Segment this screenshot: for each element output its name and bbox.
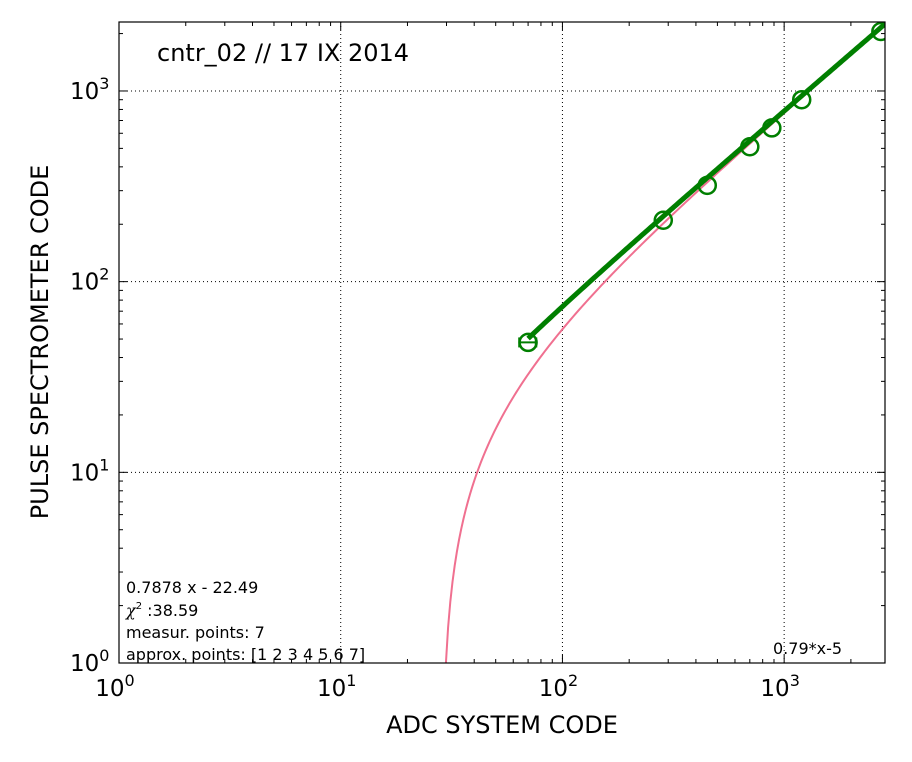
reference-line-label: 0.79*x-5	[773, 639, 842, 658]
chi-square-value: :38.59	[142, 601, 198, 620]
measured-point	[653, 210, 674, 230]
y-tick-base: 10	[70, 79, 99, 105]
x-tick-exponent: 1	[346, 671, 356, 690]
y-tick-exponent: 1	[99, 455, 109, 474]
y-tick-exponent: 3	[99, 74, 109, 93]
x-tick-label: 102	[539, 671, 578, 702]
measured-point	[518, 332, 538, 353]
measured-point	[762, 118, 782, 138]
plot-area	[444, 22, 885, 663]
approx-points-annotation: approx. points: [1 2 3 4 5 6 7]	[126, 645, 365, 664]
x-tick-label: 101	[317, 671, 356, 702]
y-tick-label: 103	[70, 74, 109, 105]
chi-square-annotation: χ2 :38.59	[125, 601, 198, 620]
grid	[119, 22, 885, 663]
y-tick-base: 10	[70, 270, 99, 296]
measured-point	[740, 136, 760, 157]
y-tick-label: 100	[70, 646, 109, 677]
x-tick-base: 10	[317, 676, 346, 702]
measured-point	[791, 89, 812, 110]
measured-point	[871, 22, 885, 42]
plot-frame	[118, 21, 886, 664]
x-tick-exponent: 0	[125, 671, 135, 690]
x-axis-label: ADC SYSTEM CODE	[386, 711, 618, 739]
x-tick-label: 103	[760, 671, 799, 702]
y-tick-exponent: 0	[99, 646, 109, 665]
y-tick-label: 101	[70, 455, 109, 486]
x-tick-base: 10	[95, 676, 124, 702]
x-tick-base: 10	[760, 676, 789, 702]
fit-equation-annotation: 0.7878 x - 22.49	[126, 578, 258, 597]
x-tick-label: 100	[95, 671, 134, 702]
y-axis-label: PULSE SPECTROMETER CODE	[26, 165, 54, 520]
x-tick-exponent: 3	[790, 671, 800, 690]
chart-title: cntr_02 // 17 IX 2014	[157, 39, 409, 67]
measured-point	[697, 175, 718, 196]
y-tick-base: 10	[70, 651, 99, 677]
reference-line	[526, 22, 885, 341]
y-tick-exponent: 2	[99, 265, 109, 284]
y-tick-base: 10	[70, 460, 99, 486]
x-tick-exponent: 2	[568, 671, 578, 690]
y-tick-label: 102	[70, 265, 109, 296]
measured-points-annotation: measur. points: 7	[126, 623, 265, 642]
chi-symbol: χ	[125, 601, 137, 620]
chi-exponent: 2	[136, 601, 142, 612]
x-tick-base: 10	[539, 676, 568, 702]
